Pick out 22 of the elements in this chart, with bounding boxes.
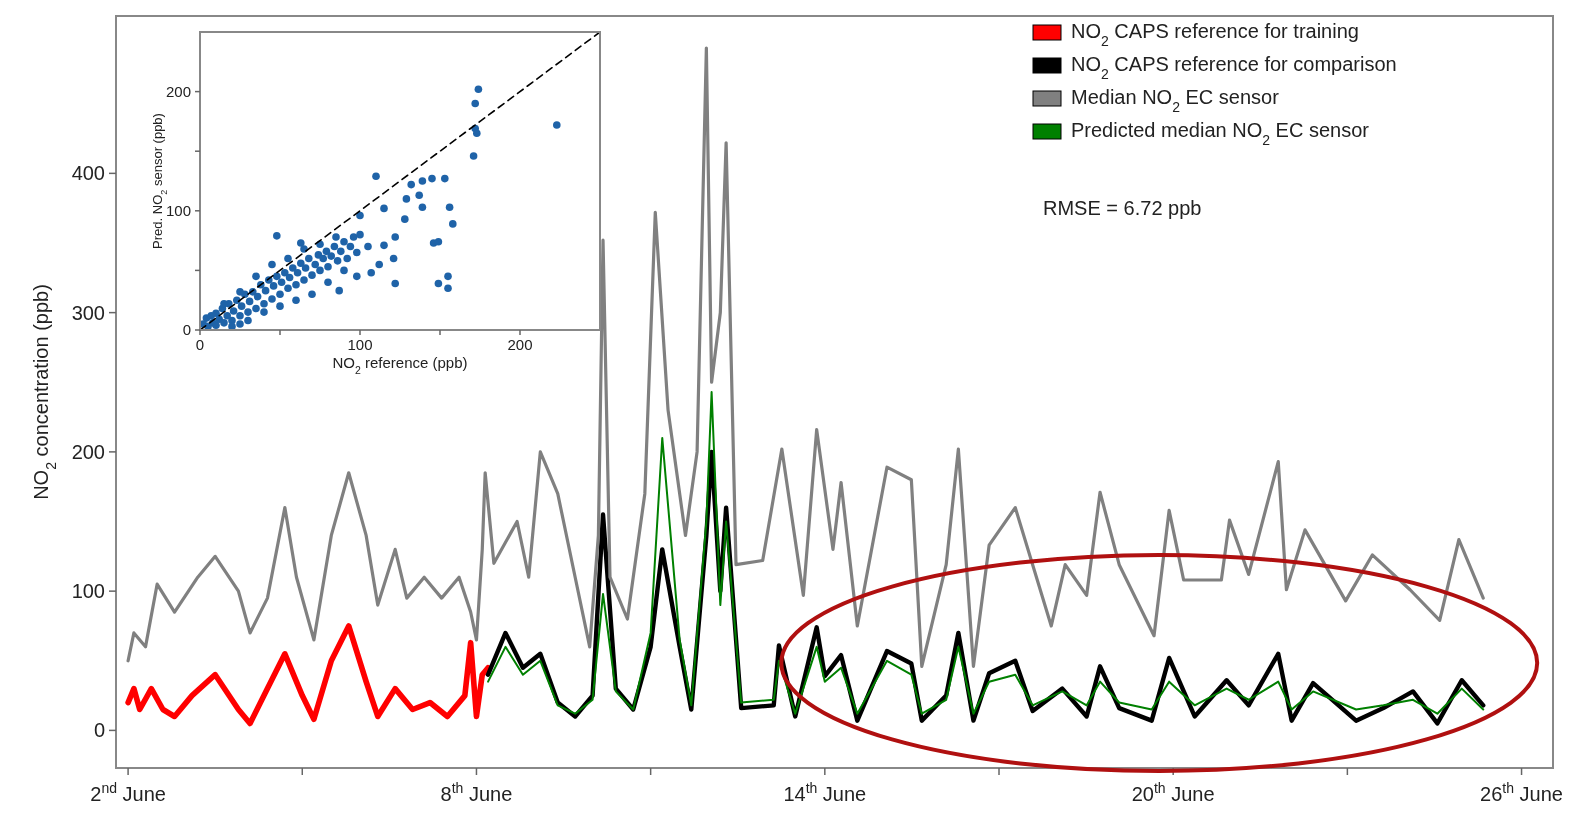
- y-tick-label: 100: [165, 202, 191, 220]
- y-tick-label: 300: [71, 301, 105, 324]
- x-axis-title: NO$_{2}$ reference (ppb): [332, 354, 468, 376]
- y-tick-label: 100: [71, 580, 105, 603]
- y-tick-label: 0: [93, 719, 105, 742]
- x-tick-label: 8$^{th}$ June: [440, 780, 513, 805]
- x-tick-label: 26$^{th}$ June: [1480, 780, 1563, 805]
- y-tick-label: 0: [182, 321, 191, 339]
- legend-label: Predicted median NO$_{2}$ EC sensor: [1071, 119, 1370, 148]
- y-tick-label: 200: [165, 82, 191, 100]
- y-tick-label: 400: [71, 162, 105, 185]
- annotation: RMSE = 6.72 ppb: [1043, 197, 1202, 219]
- x-tick-label: 200: [507, 336, 533, 353]
- x-tick-label: 0: [195, 336, 205, 353]
- legend-label: NO$_{2}$ CAPS reference for comparison: [1071, 53, 1397, 82]
- x-tick-label: 20$^{th}$ June: [1131, 780, 1215, 805]
- x-tick-label: 100: [347, 336, 373, 353]
- legend-label: Median NO$_{2}$ EC sensor: [1071, 86, 1280, 115]
- legend-label: NO$_{2}$ CAPS reference for training: [1071, 20, 1359, 49]
- x-tick-label: 2$^{nd}$ June: [90, 780, 166, 805]
- y-tick-label: 200: [71, 440, 105, 463]
- x-tick-label: 14$^{th}$ June: [783, 780, 867, 805]
